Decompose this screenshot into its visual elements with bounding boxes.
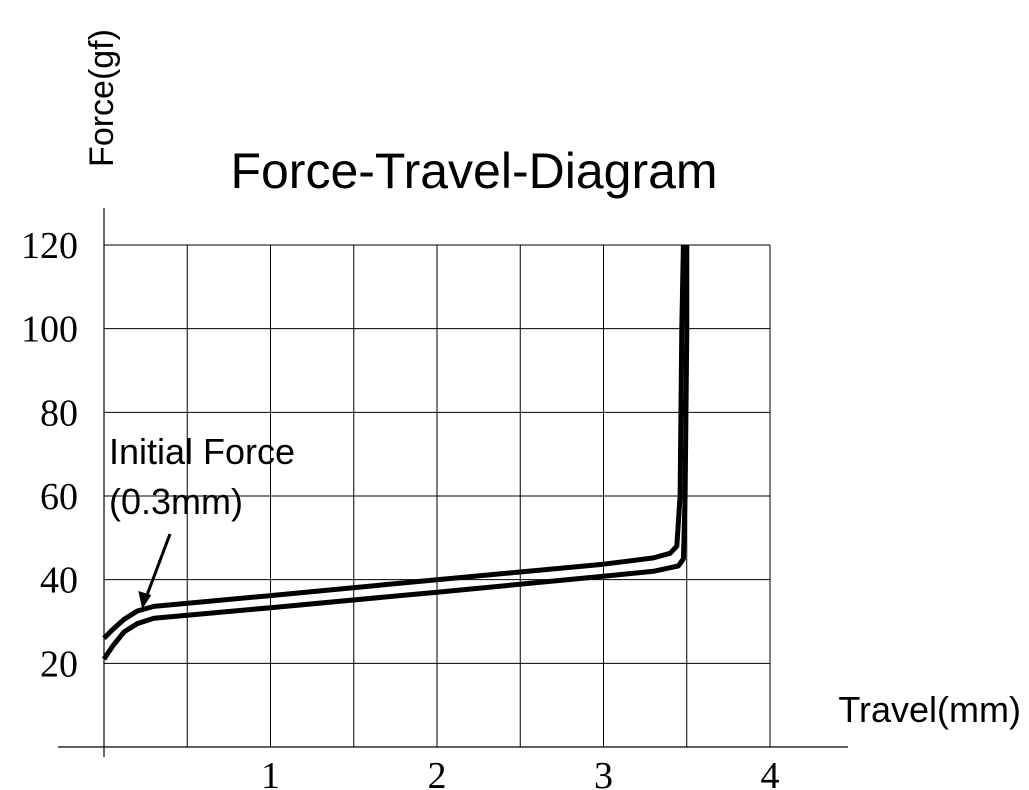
annotation-arrowhead xyxy=(138,590,152,609)
series-line-1 xyxy=(102,244,686,640)
y-tick-label-80: 80 xyxy=(40,392,78,434)
y-tick-label-120: 120 xyxy=(21,225,78,267)
annotation-group xyxy=(138,533,172,609)
x-tick-label-1: 1 xyxy=(261,755,280,790)
annotation-leader-line xyxy=(144,533,172,598)
y-tick-label-40: 40 xyxy=(40,560,78,602)
text-group: Force-Travel-Diagram Force(gf) Travel(mm) 2… xyxy=(21,29,1021,790)
y-tick-label-20: 20 xyxy=(40,643,78,685)
x-axis-label: Travel(mm) xyxy=(838,689,1021,730)
series-group xyxy=(101,244,690,661)
y-axis-label: Force(gf) xyxy=(83,29,121,167)
y-tick-label-100: 100 xyxy=(21,309,78,351)
annotation-label-line2: (0.3mm) xyxy=(109,481,243,522)
x-tick-label-4: 4 xyxy=(761,755,780,790)
y-tick-label-60: 60 xyxy=(40,476,78,518)
x-tick-label-2: 2 xyxy=(428,755,447,790)
annotation-label-line1: Initial Force xyxy=(109,431,295,472)
chart-title: Force-Travel-Diagram xyxy=(230,143,717,199)
series-line-2 xyxy=(101,245,690,661)
x-tick-label-3: 3 xyxy=(594,755,613,790)
